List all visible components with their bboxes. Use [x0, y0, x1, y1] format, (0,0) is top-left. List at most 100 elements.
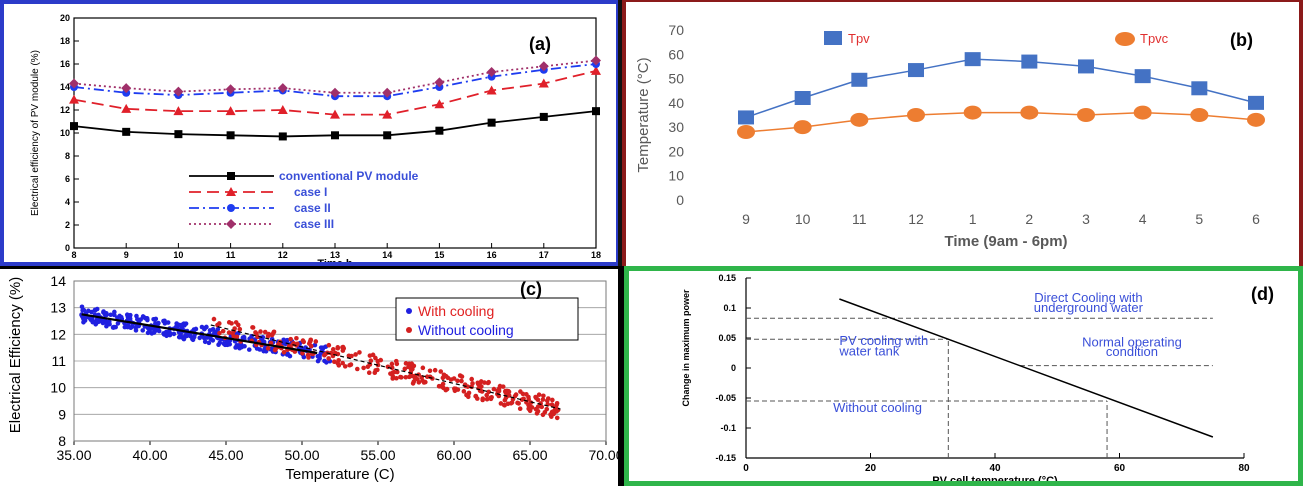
chart-a: 0 2 4 6 8 10 12 14 16 18 20 8 9 10 11 12 13 14 15 16 17 18 Tim…	[30, 13, 601, 262]
scatter-point-c	[497, 383, 503, 389]
scatter-point-c	[207, 328, 213, 333]
legend-marker-c	[406, 308, 412, 314]
y-tick-label-b: 20	[668, 143, 684, 159]
scatter-point-c	[271, 329, 277, 335]
scatter-point-c	[519, 397, 525, 402]
scatter-point-c	[86, 308, 91, 314]
x-tick-label-a: 9	[124, 250, 129, 260]
x-tick-label-a: 16	[487, 250, 497, 260]
data-point-a	[591, 55, 601, 66]
data-point-b	[1077, 108, 1095, 122]
scatter-point-c	[520, 391, 526, 397]
scatter-point-c	[266, 331, 272, 337]
data-point-a	[434, 77, 445, 88]
data-point-b	[850, 112, 869, 127]
scatter-point-c	[107, 321, 112, 327]
legend-marker-a	[226, 187, 236, 196]
scatter-point-c	[104, 311, 109, 316]
scatter-point-c	[111, 325, 116, 330]
scatter-point-c	[470, 381, 475, 386]
scatter-point-c	[303, 345, 308, 350]
chart-c: 8 9 10 11 12 13 14 35.00 40.00 45.00 50.00 55.00 60.…	[7, 273, 618, 483]
scatter-point-c	[202, 339, 208, 345]
scatter-point-c	[469, 376, 474, 382]
scatter-point-c	[187, 332, 193, 338]
scatter-point-c	[443, 373, 449, 379]
series-line-b	[745, 58, 1257, 119]
data-point-a	[331, 131, 339, 140]
data-point-a	[122, 127, 131, 136]
y-tick-label-c: 14	[50, 273, 66, 289]
scatter-point-c	[81, 307, 87, 313]
y-tick-label-d: -0.1	[720, 423, 736, 433]
scatter-point-c	[375, 358, 381, 364]
x-tick-label-c: 65.00	[512, 447, 547, 463]
scatter-point-c	[145, 325, 151, 331]
data-point-a	[538, 61, 549, 72]
data-point-a	[382, 109, 393, 119]
scatter-point-c	[348, 362, 354, 367]
scatter-point-c	[398, 374, 403, 380]
x-tick-label-a: 8	[71, 250, 76, 260]
scatter-point-c	[211, 316, 217, 322]
scatter-point-c	[552, 405, 558, 410]
data-point-a	[592, 107, 600, 116]
y-tick-label-b: 70	[668, 22, 684, 38]
scatter-point-c	[535, 397, 541, 402]
scatter-point-c	[459, 378, 464, 384]
x-tick-label-b: 4	[1139, 211, 1147, 227]
scatter-point-c	[545, 396, 551, 401]
scatter-point-c	[427, 368, 433, 374]
scatter-point-c	[465, 392, 471, 397]
panel-a: 0 2 4 6 8 10 12 14 16 18 20 8 9 10 11 12 13 14 15 16 17 18 Tim…	[0, 0, 620, 266]
scatter-point-c	[326, 342, 332, 348]
scatter-point-c	[246, 347, 252, 352]
data-point-a	[173, 86, 184, 97]
panel-label-c: (c)	[520, 279, 542, 299]
y-axis-label-b: Temperature (°C)	[635, 57, 652, 172]
legend-label-a: case I	[294, 185, 327, 199]
trend-line-c	[210, 324, 561, 410]
scatter-point-c	[182, 323, 187, 328]
data-point-a	[486, 85, 497, 95]
scatter-point-c	[544, 406, 550, 412]
scatter-point-c	[432, 367, 438, 373]
scatter-point-c	[227, 342, 233, 347]
data-point-a	[330, 87, 340, 98]
scatter-point-c	[330, 347, 336, 352]
panel-divider	[618, 0, 624, 266]
scatter-point-c	[161, 331, 166, 336]
scatter-point-c	[498, 401, 504, 406]
scatter-point-c	[284, 338, 290, 344]
y-tick-label-b: 10	[668, 168, 684, 184]
scatter-point-c	[536, 392, 542, 398]
x-tick-label-c: 40.00	[132, 447, 167, 463]
scatter-point-c	[448, 377, 454, 382]
data-point-a	[591, 65, 601, 75]
scatter-point-c	[455, 378, 460, 384]
legend-marker-b	[824, 31, 842, 45]
data-point-b	[1247, 112, 1265, 127]
data-point-a	[69, 78, 79, 89]
annotation-d: Normal operating	[1082, 334, 1182, 349]
data-point-b	[793, 120, 812, 135]
panel-label-a: (a)	[529, 34, 551, 54]
y-tick-label-a: 20	[60, 13, 70, 23]
y-axis-label-a: Electrical efficiency of PV module (%)	[30, 50, 41, 216]
data-point-a	[435, 126, 444, 135]
scatter-point-c	[342, 364, 348, 369]
scatter-point-c	[253, 330, 258, 335]
scatter-point-c	[305, 352, 311, 358]
panel-b: 0 10 20 30 40 50 60 70 9 10 11 12 1 2 3 4 5 6 Time (9am - …	[622, 0, 1303, 266]
x-tick-label-c: 35.00	[56, 447, 91, 463]
scatter-point-c	[254, 346, 260, 351]
data-point-b	[1021, 54, 1038, 69]
scatter-point-c	[199, 324, 205, 330]
scatter-point-c	[197, 335, 203, 341]
x-tick-label-c: 70.00	[588, 447, 618, 463]
data-point-b	[963, 105, 982, 120]
panel-d: 0.15 0.1 0.05 0 -0.05 -0.1 -0.15 0 20 40 60 80 PV ce…	[624, 266, 1303, 486]
scatter-point-c	[300, 338, 306, 343]
scatter-point-c	[506, 389, 512, 395]
